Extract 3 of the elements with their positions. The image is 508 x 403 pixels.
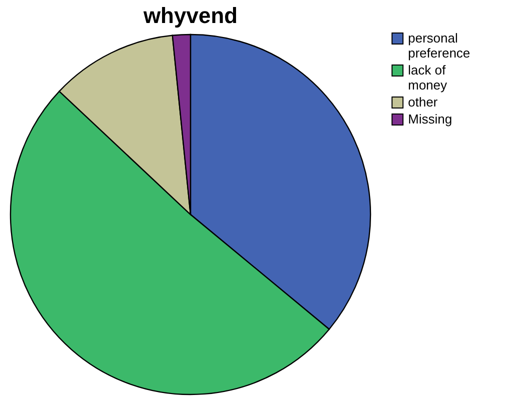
chart-title: whyvend bbox=[142, 3, 238, 28]
legend-label: Missing bbox=[408, 112, 452, 126]
legend-label: other bbox=[408, 94, 438, 110]
